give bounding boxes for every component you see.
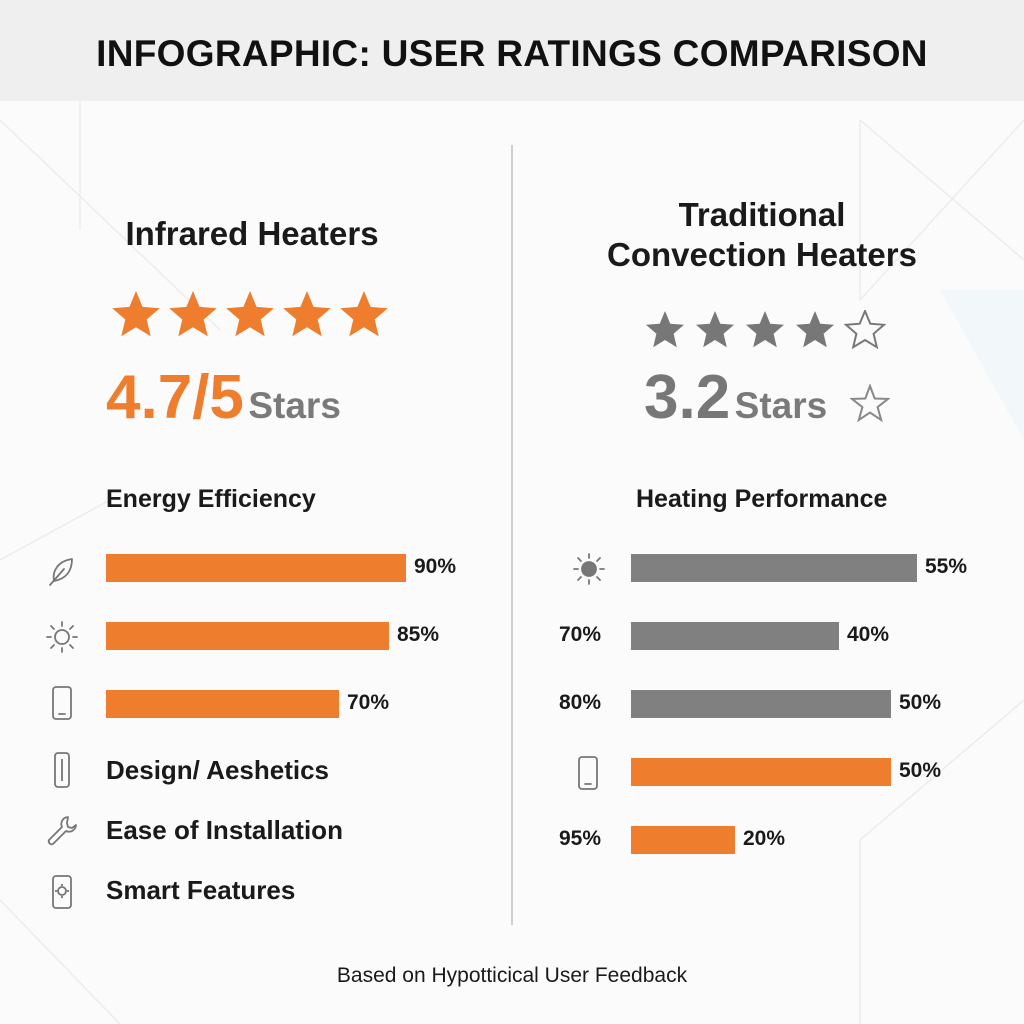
footer-note: Based on Hypotticical User Feedback — [336, 964, 688, 987]
bar — [106, 622, 389, 650]
bar-value-label: 55% — [925, 555, 968, 578]
star-filled-icon — [169, 291, 217, 337]
left-stars — [112, 291, 388, 337]
left-rating-suffix: Stars — [248, 385, 341, 426]
smart-phone-gear-icon — [52, 875, 72, 909]
star-filled-icon — [746, 311, 784, 348]
bar — [106, 554, 406, 582]
right-rating-suffix: Stars — [734, 385, 828, 426]
star-filled-icon — [112, 291, 160, 337]
star-filled-icon — [226, 291, 274, 337]
feature-label-installation: Ease of Installation — [106, 815, 343, 845]
left-panel-title: Infrared Heaters — [125, 215, 379, 252]
phone-icon — [52, 686, 72, 720]
bar — [106, 690, 339, 718]
star-filled-icon — [283, 291, 331, 337]
left-rating: 4.7/5 Stars — [106, 362, 341, 433]
bar — [631, 826, 735, 854]
bar — [631, 554, 917, 582]
right-title-line1: Traditional — [678, 196, 846, 233]
bar-value-label: 40% — [847, 623, 890, 646]
page-title: INFOGRAPHIC: USER RATINGS COMPARISON — [96, 33, 928, 74]
phone-icon — [578, 756, 598, 790]
star-outline-icon — [843, 310, 886, 350]
wrench-icon — [47, 816, 77, 846]
right-rating: 3.2 Stars — [644, 362, 827, 433]
bar — [631, 758, 891, 786]
star-filled-icon — [340, 291, 388, 337]
slim-panel-icon — [54, 752, 70, 788]
sun-icon — [46, 621, 78, 653]
star-filled-icon — [796, 311, 834, 348]
bar-side-label: 80% — [559, 691, 602, 714]
bar-value-label: 85% — [397, 623, 440, 646]
left-rating-value: 4.7/5 — [106, 363, 244, 432]
right-panel-title: Traditional Convection Heaters — [562, 195, 962, 275]
sun-filled-icon — [573, 553, 605, 585]
bar-value-label: 50% — [899, 759, 942, 782]
right-stars — [646, 310, 886, 350]
rating-star-outline-icon — [850, 384, 890, 422]
leaf-icon — [49, 558, 73, 586]
bar-value-label: 70% — [347, 691, 390, 714]
feature-label-smart: Smart Features — [106, 875, 296, 905]
star-filled-icon — [646, 311, 684, 348]
right-section-label: Heating Performance — [636, 485, 888, 513]
header-bar — [0, 0, 1024, 101]
center-divider — [511, 145, 513, 925]
star-filled-icon — [696, 311, 734, 348]
bar-value-label: 20% — [743, 827, 786, 850]
feature-label-design: Design/ Aeshetics — [106, 755, 330, 785]
bar-value-label: 90% — [414, 555, 457, 578]
left-section-label: Energy Efficiency — [106, 485, 316, 513]
bar — [631, 622, 839, 650]
bar — [631, 690, 891, 718]
right-rating-value: 3.2 — [644, 363, 731, 432]
bar-side-label: 95% — [559, 827, 602, 850]
bar-value-label: 50% — [899, 691, 942, 714]
right-title-line2: Convection Heaters — [607, 236, 917, 273]
bar-side-label: 70% — [559, 623, 602, 646]
